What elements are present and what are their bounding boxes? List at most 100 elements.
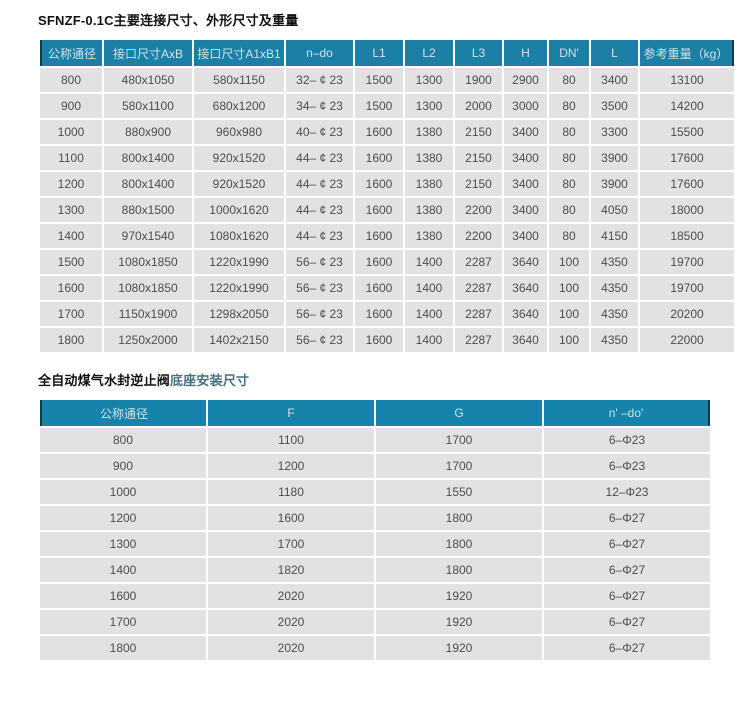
table-cell: 1000 — [40, 120, 102, 144]
table-cell: 44– ¢ 23 — [286, 198, 353, 222]
table-cell: 2287 — [455, 250, 502, 274]
table-row: 1500 1080x1850 1220x1990 56– ¢ 23 1600 1400 22… — [40, 250, 734, 274]
column-header: 接口尺寸A1xB1 — [194, 40, 284, 66]
table-cell: 1400 — [405, 276, 453, 300]
table-cell: 32– ¢ 23 — [286, 68, 353, 92]
table-cell: 2000 — [455, 94, 502, 118]
table-cell: 2900 — [504, 68, 547, 92]
table-cell: 1100 — [40, 146, 102, 170]
table-cell: 680x1200 — [194, 94, 284, 118]
column-header: G — [376, 400, 542, 426]
table-cell: 1400 — [405, 302, 453, 326]
table-cell: 880x900 — [104, 120, 192, 144]
table-cell: 3640 — [504, 250, 547, 274]
table-cell: 100 — [549, 302, 589, 326]
table-cell: 1600 — [355, 328, 403, 352]
table-cell: 2200 — [455, 198, 502, 222]
table-cell: 1000 — [40, 480, 206, 504]
table-cell: 880x1500 — [104, 198, 192, 222]
column-header: 公称通径 — [40, 400, 206, 426]
table-cell: 22000 — [640, 328, 734, 352]
table-cell: 1700 — [376, 428, 542, 452]
column-header: L1 — [355, 40, 403, 66]
table-cell: 580x1100 — [104, 94, 192, 118]
table-cell: 1380 — [405, 224, 453, 248]
table-row: 1400 1820 1800 6–Φ27 — [40, 558, 710, 582]
table-cell: 80 — [549, 120, 589, 144]
table-cell: 3900 — [591, 146, 638, 170]
table-cell: 1500 — [355, 94, 403, 118]
table-cell: 1150x1900 — [104, 302, 192, 326]
table-cell: 480x1050 — [104, 68, 192, 92]
table-cell: 1600 — [355, 172, 403, 196]
table-row: 1700 1150x1900 1298x2050 56– ¢ 23 1600 1400 22… — [40, 302, 734, 326]
table-cell: 56– ¢ 23 — [286, 276, 353, 300]
table-cell: 44– ¢ 23 — [286, 172, 353, 196]
table-cell: 2287 — [455, 276, 502, 300]
table-cell: 56– ¢ 23 — [286, 250, 353, 274]
table2-body: 800 1100 1700 6–Φ23 900 1200 1700 6–Φ23 1000 1180… — [40, 428, 710, 660]
table-cell: 80 — [549, 94, 589, 118]
table2-title-product-name: 全自动煤气水封逆止阀 — [38, 373, 171, 388]
table1-body: 800 480x1050 580x1150 32– ¢ 23 1500 1300 1900 2… — [40, 68, 734, 352]
table-cell: 2150 — [455, 172, 502, 196]
column-header: n–do — [286, 40, 353, 66]
column-header: 参考重量（kg） — [640, 40, 734, 66]
table-cell: 1380 — [405, 198, 453, 222]
table-cell: 3640 — [504, 276, 547, 300]
table-cell: 1080x1850 — [104, 250, 192, 274]
table-cell: 4350 — [591, 276, 638, 300]
table-cell: 1700 — [40, 302, 102, 326]
table-cell: 100 — [549, 276, 589, 300]
table-cell: 12–Φ23 — [544, 480, 710, 504]
table-cell: 3000 — [504, 94, 547, 118]
column-header: H — [504, 40, 547, 66]
table-cell: 920x1520 — [194, 172, 284, 196]
table-cell: 1300 — [405, 68, 453, 92]
table-cell: 4350 — [591, 250, 638, 274]
table-cell: 3400 — [504, 224, 547, 248]
table-cell: 1402x2150 — [194, 328, 284, 352]
table-cell: 40– ¢ 23 — [286, 120, 353, 144]
table-cell: 80 — [549, 146, 589, 170]
table-cell: 4050 — [591, 198, 638, 222]
table-cell: 56– ¢ 23 — [286, 302, 353, 326]
table-cell: 44– ¢ 23 — [286, 224, 353, 248]
table-cell: 15500 — [640, 120, 734, 144]
table-cell: 1920 — [376, 636, 542, 660]
table1-header: 公称通径 接口尺寸AxB 接口尺寸A1xB1 n–do L1 L2 L3 H DN' L 参考重量（… — [40, 40, 734, 66]
table-row: 1000 1180 1550 12–Φ23 — [40, 480, 710, 504]
table-cell: 3400 — [504, 172, 547, 196]
table1-title: SFNZF-0.1C主要连接尺寸、外形尺寸及重量 — [38, 13, 299, 28]
table-cell: 1500 — [40, 250, 102, 274]
table-cell: 6–Φ27 — [544, 532, 710, 556]
table-cell: 1600 — [40, 584, 206, 608]
table-cell: 1400 — [40, 558, 206, 582]
table-cell: 3400 — [591, 68, 638, 92]
table-cell: 1800 — [376, 506, 542, 530]
table-cell: 2020 — [208, 636, 374, 660]
table-cell: 1600 — [208, 506, 374, 530]
table-cell: 1200 — [208, 454, 374, 478]
table-cell: 1200 — [40, 506, 206, 530]
column-header: L — [591, 40, 638, 66]
table-cell: 800x1400 — [104, 172, 192, 196]
table-row: 1300 880x1500 1000x1620 44– ¢ 23 1600 1380 220… — [40, 198, 734, 222]
content-area: SFNZF-0.1C主要连接尺寸、外形尺寸及重量 公称通径 接口尺寸AxB 接口尺寸… — [38, 13, 736, 662]
table-cell: 1550 — [376, 480, 542, 504]
table-cell: 1200 — [40, 172, 102, 196]
header-row: 公称通径 接口尺寸AxB 接口尺寸A1xB1 n–do L1 L2 L3 H DN' L 参考重量（… — [40, 40, 734, 66]
table-cell: 80 — [549, 172, 589, 196]
table-cell: 960x980 — [194, 120, 284, 144]
table-cell: 970x1540 — [104, 224, 192, 248]
table-cell: 18000 — [640, 198, 734, 222]
table-cell: 1600 — [355, 250, 403, 274]
column-header: DN' — [549, 40, 589, 66]
table-cell: 1298x2050 — [194, 302, 284, 326]
table-cell: 3300 — [591, 120, 638, 144]
table-cell: 18500 — [640, 224, 734, 248]
table-cell: 800 — [40, 428, 206, 452]
table-cell: 1600 — [355, 120, 403, 144]
table-cell: 80 — [549, 68, 589, 92]
